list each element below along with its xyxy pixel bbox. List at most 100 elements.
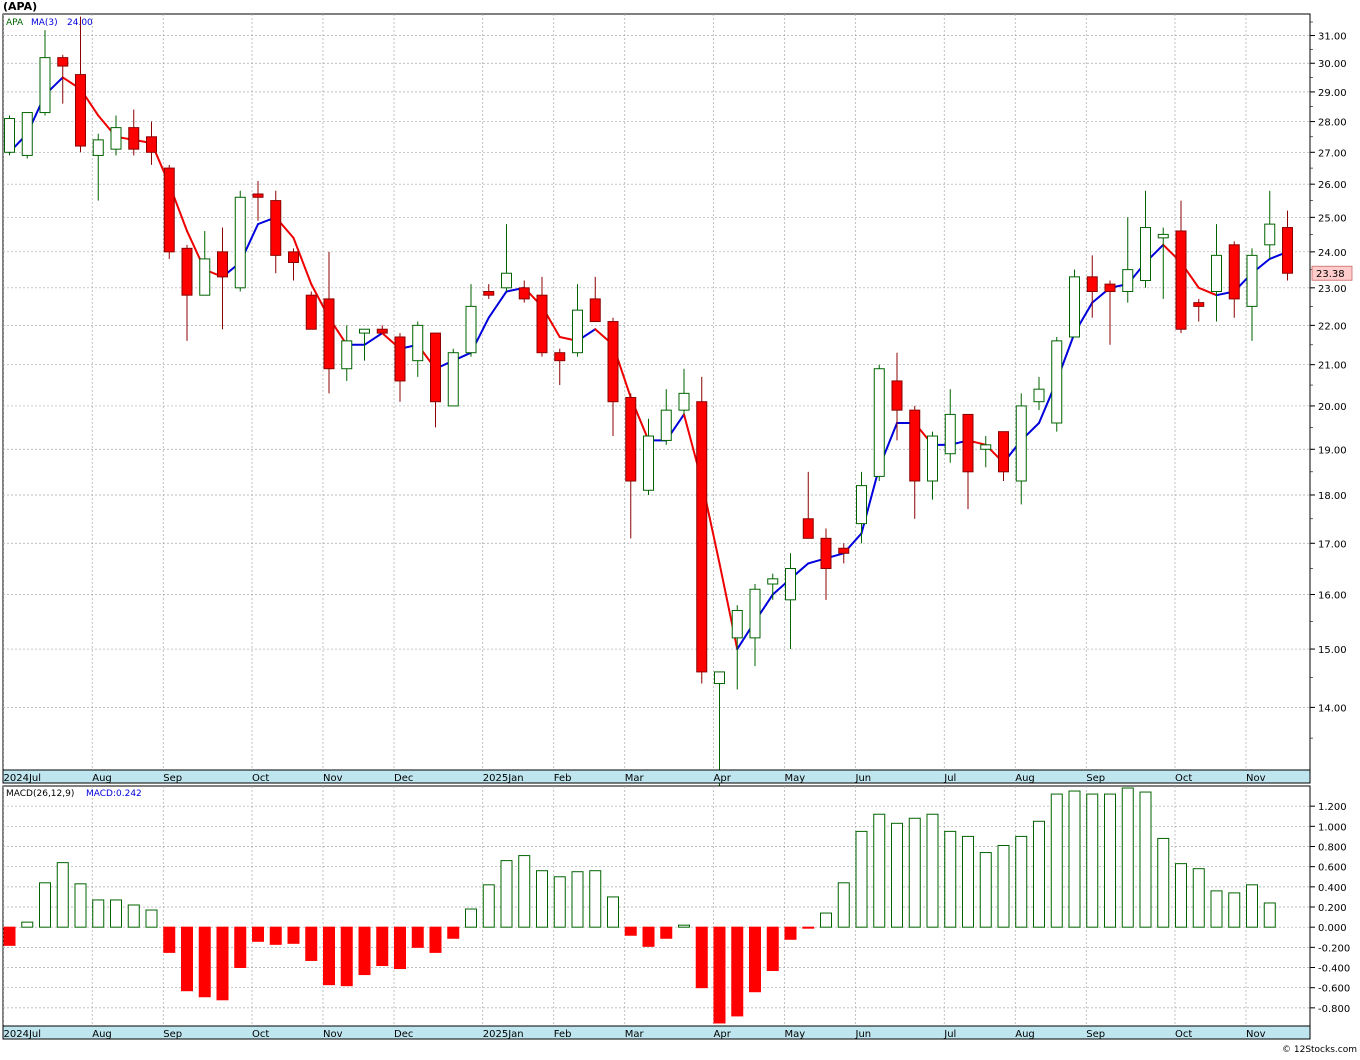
macd-bar xyxy=(1157,837,1170,928)
candlesticks xyxy=(4,16,1293,804)
candle-body xyxy=(252,193,264,198)
y-tick-label: -0.800 xyxy=(1318,1004,1350,1015)
candle xyxy=(518,280,530,303)
macd-bar xyxy=(1086,793,1099,928)
macd-x-axis-labels: 2024Jul Aug Sep Oct Nov Dec 2025Jan Feb Mar Apr Ma… xyxy=(4,1029,1266,1040)
candle xyxy=(359,328,370,361)
y-tick-label: 23.00 xyxy=(1318,284,1347,295)
candle-body xyxy=(927,435,938,482)
candle xyxy=(1228,241,1240,318)
macd-bar xyxy=(252,926,264,942)
candle xyxy=(1246,248,1258,341)
candle-body xyxy=(820,537,832,570)
candle-body xyxy=(873,368,885,477)
macd-bar xyxy=(127,904,140,928)
macd-bar xyxy=(3,926,16,946)
candle xyxy=(660,389,672,445)
candle-body xyxy=(518,287,530,300)
macd-bar xyxy=(429,926,442,953)
macd-bar xyxy=(269,926,282,945)
macd-bar xyxy=(731,926,744,1017)
candle xyxy=(146,121,157,165)
macd-bar xyxy=(216,926,229,1001)
y-tick-label: 22.00 xyxy=(1318,321,1347,332)
y-tick-label: 0.800 xyxy=(1318,843,1347,854)
candle xyxy=(270,190,282,274)
macd-bar xyxy=(145,909,158,928)
candle xyxy=(483,284,495,299)
candle-body xyxy=(323,298,335,370)
candle-body xyxy=(1282,227,1293,274)
macd-bar xyxy=(1121,787,1134,928)
candle-body xyxy=(767,578,779,585)
candle xyxy=(962,413,974,510)
candle-body xyxy=(92,139,104,156)
x-tick-label: Oct xyxy=(252,1029,269,1040)
candle-body xyxy=(607,321,619,403)
candle-body xyxy=(1033,388,1045,403)
macd-bar xyxy=(39,882,51,928)
candle-body xyxy=(1140,227,1151,281)
candle xyxy=(1122,217,1134,303)
legend-ma: MA(3) xyxy=(31,18,58,28)
candle xyxy=(927,431,938,500)
candle-body xyxy=(412,324,424,362)
candle-body xyxy=(1264,223,1276,246)
candle-body xyxy=(1246,254,1258,307)
candle-body xyxy=(163,167,175,253)
candle xyxy=(1140,190,1151,288)
candle-body xyxy=(4,118,15,153)
x-tick-label: Nov xyxy=(323,1029,343,1040)
macd-bar xyxy=(607,896,619,928)
candle xyxy=(252,180,264,221)
x-tick-label: Jun xyxy=(855,1029,872,1040)
y-tick-label: 21.00 xyxy=(1318,361,1347,372)
candle-body xyxy=(341,340,353,370)
candle-body xyxy=(21,112,33,156)
candle xyxy=(607,317,619,437)
candle xyxy=(696,376,708,684)
macd-bar xyxy=(678,924,690,928)
y-tick-label: 29.00 xyxy=(1318,88,1347,99)
macd-y-axis: -0.800 -0.600 -0.400 -0.200 0.000 0.200 0.400 0… xyxy=(1310,802,1350,1015)
candle xyxy=(749,584,761,667)
macd-bar xyxy=(376,926,389,966)
candle xyxy=(856,471,867,544)
candle xyxy=(1157,227,1169,299)
candle xyxy=(394,333,406,402)
candle xyxy=(891,352,903,441)
x-tick-label: Aug xyxy=(92,1029,112,1040)
macd-bar xyxy=(536,870,548,928)
macd-bar xyxy=(1050,793,1063,928)
candle-body xyxy=(465,305,477,354)
macd-bar xyxy=(1033,820,1045,928)
candle-body xyxy=(1051,340,1063,424)
candle xyxy=(785,553,796,650)
macd-bar xyxy=(92,899,105,928)
candle xyxy=(1033,376,1045,411)
candle-body xyxy=(554,352,566,362)
x-tick-label: Aug xyxy=(92,773,112,784)
candle xyxy=(1211,224,1222,322)
candle xyxy=(465,284,477,357)
last-price-badge xyxy=(1311,265,1353,281)
y-tick-label: 31.00 xyxy=(1318,32,1347,43)
macd-x-axis-band xyxy=(2,1025,1311,1040)
macd-bar xyxy=(198,926,211,998)
x-tick-label: Sep xyxy=(1086,773,1105,784)
x-tick-label: Oct xyxy=(1175,1029,1192,1040)
macd-bar xyxy=(305,926,318,961)
candle xyxy=(92,133,104,201)
legend-symbol: APA xyxy=(6,18,24,28)
macd-legend-value: MACD:0.242 xyxy=(86,789,142,799)
candle-body xyxy=(625,397,637,482)
macd-bar xyxy=(1068,790,1081,928)
x-tick-label: Feb xyxy=(554,1029,572,1040)
candle-body xyxy=(75,74,86,147)
candle xyxy=(128,109,140,156)
x-tick-label: Jul xyxy=(943,773,956,784)
macd-bar xyxy=(74,883,87,928)
x-tick-label: Oct xyxy=(252,773,269,784)
macd-bar xyxy=(997,844,1010,928)
